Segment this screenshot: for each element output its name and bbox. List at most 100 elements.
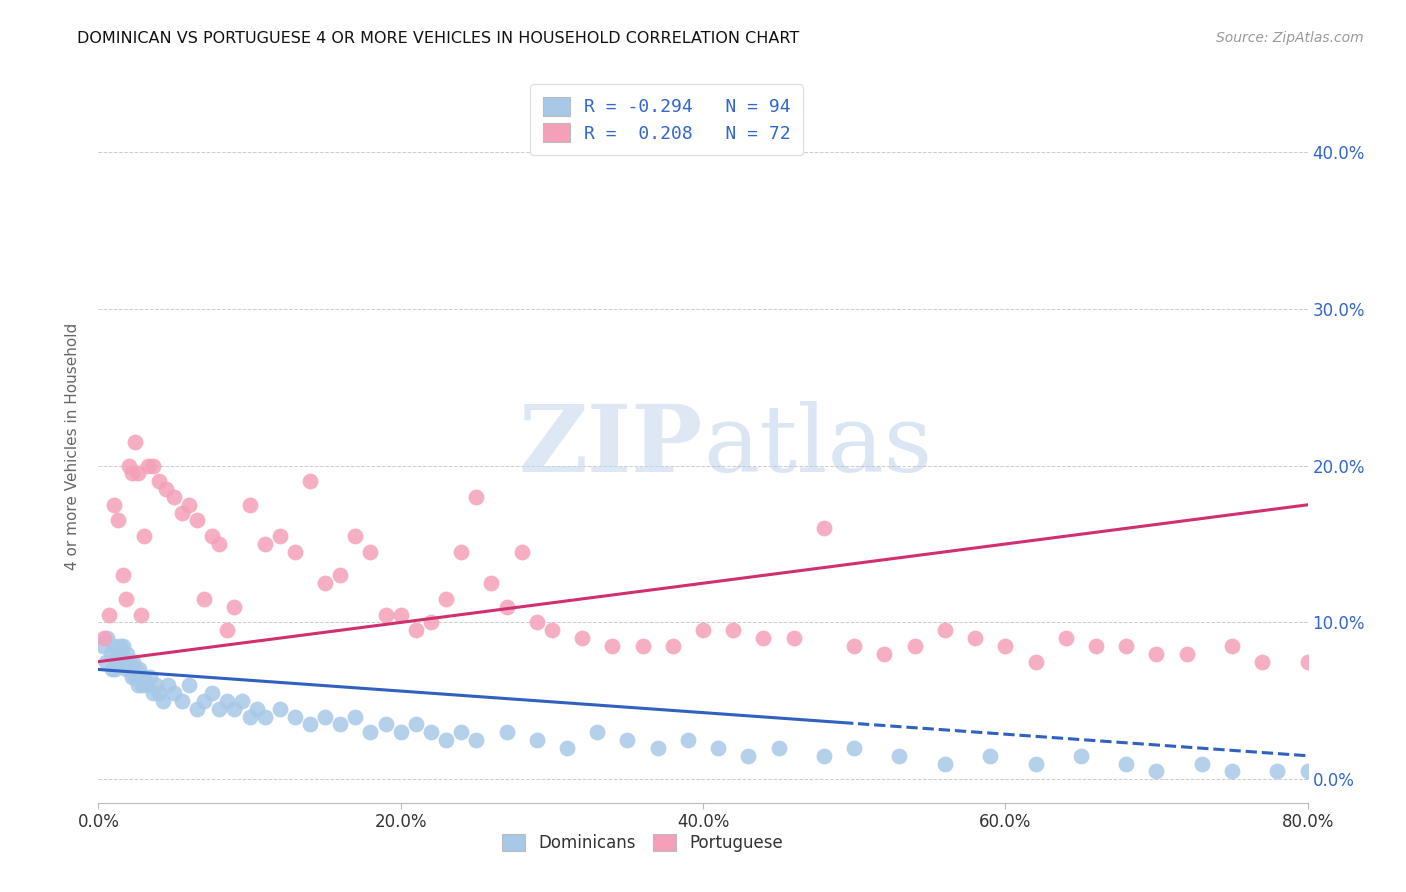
Text: ZIP: ZIP (519, 401, 703, 491)
Point (121, 467, 143, 481)
Point (844, 740, 866, 755)
Point (389, 725, 412, 739)
Point (1220, 639, 1243, 653)
Point (135, 678, 157, 692)
Point (239, 709, 262, 723)
Point (253, 537, 276, 551)
Point (122, 655, 145, 669)
Point (1146, 764, 1168, 779)
Point (405, 717, 427, 731)
Point (979, 748, 1001, 763)
Point (329, 717, 352, 731)
Point (132, 529, 155, 543)
Point (783, 631, 806, 645)
Text: DOMINICAN VS PORTUGUESE 4 OR MORE VEHICLES IN HOUSEHOLD CORRELATION CHART: DOMINICAN VS PORTUGUESE 4 OR MORE VEHICL… (77, 31, 800, 46)
Point (420, 615, 443, 630)
Point (450, 545, 472, 559)
Point (526, 733, 548, 747)
Point (434, 733, 457, 747)
Point (1070, 748, 1092, 763)
Point (93, 631, 115, 645)
Point (676, 733, 699, 747)
Point (127, 467, 149, 481)
Point (495, 725, 517, 739)
Point (1191, 756, 1213, 771)
Point (139, 670, 162, 684)
Point (465, 490, 488, 504)
Point (586, 725, 609, 739)
Point (121, 670, 143, 684)
Point (269, 702, 291, 716)
Point (374, 717, 396, 731)
Point (215, 624, 238, 638)
Text: Source: ZipAtlas.com: Source: ZipAtlas.com (1216, 31, 1364, 45)
Point (344, 709, 367, 723)
Point (1267, 764, 1289, 779)
Point (224, 702, 246, 716)
Point (344, 529, 367, 543)
Point (170, 694, 193, 708)
Point (889, 748, 911, 763)
Point (904, 639, 927, 653)
Point (136, 458, 159, 473)
Point (299, 475, 322, 489)
Point (114, 663, 136, 677)
Point (284, 709, 307, 723)
Point (110, 647, 132, 661)
Point (540, 624, 562, 638)
Point (284, 545, 307, 559)
Point (107, 514, 129, 528)
Point (723, 624, 745, 638)
Point (170, 506, 193, 520)
Point (1296, 764, 1319, 779)
Point (360, 545, 382, 559)
Point (128, 663, 150, 677)
Point (156, 678, 179, 692)
Point (107, 655, 129, 669)
Point (1115, 639, 1137, 653)
Point (1054, 631, 1077, 645)
Point (934, 756, 956, 771)
Point (434, 591, 457, 606)
Point (142, 686, 165, 700)
Point (314, 709, 336, 723)
Point (555, 740, 578, 755)
Y-axis label: 4 or more Vehicles in Household: 4 or more Vehicles in Household (65, 322, 80, 570)
Point (208, 702, 231, 716)
Point (465, 733, 488, 747)
Point (571, 631, 593, 645)
Point (1296, 655, 1319, 669)
Point (103, 639, 125, 653)
Point (152, 694, 174, 708)
Point (115, 647, 138, 661)
Point (631, 639, 654, 653)
Point (314, 576, 336, 591)
Point (163, 686, 186, 700)
Point (405, 624, 427, 638)
Point (526, 615, 548, 630)
Point (1220, 764, 1243, 779)
Point (215, 694, 238, 708)
Point (163, 490, 186, 504)
Point (148, 475, 170, 489)
Point (1146, 647, 1168, 661)
Point (108, 639, 131, 653)
Point (201, 686, 224, 700)
Point (132, 670, 155, 684)
Point (616, 733, 638, 747)
Point (495, 599, 517, 614)
Point (94, 655, 117, 669)
Point (231, 694, 253, 708)
Point (131, 678, 153, 692)
Point (129, 607, 152, 622)
Point (737, 748, 759, 763)
Point (389, 607, 412, 622)
Point (179, 678, 201, 692)
Point (124, 670, 146, 684)
Point (965, 631, 987, 645)
Point (1085, 639, 1108, 653)
Point (208, 537, 231, 551)
Point (813, 521, 835, 535)
Point (104, 663, 127, 677)
Point (129, 670, 152, 684)
